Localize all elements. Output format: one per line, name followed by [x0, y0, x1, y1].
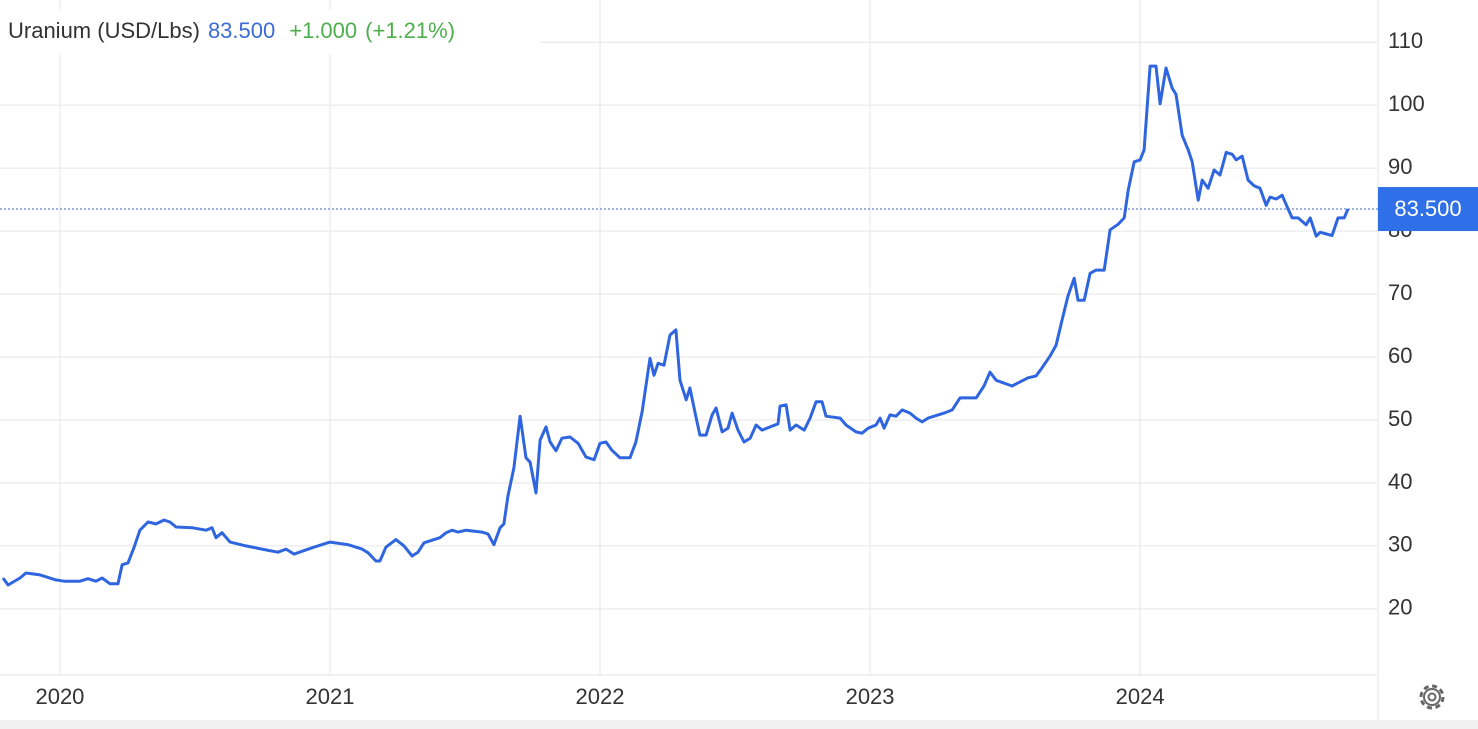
last-value-badge	[1378, 187, 1478, 232]
x-tick-label: 2023	[846, 684, 895, 709]
change: +1.000	[289, 18, 357, 43]
change-pct: (+1.21%)	[365, 18, 455, 43]
x-tick-label: 2024	[1116, 684, 1165, 709]
settings-icon[interactable]	[1419, 684, 1445, 710]
bottom-strip	[0, 720, 1478, 729]
y-tick-label: 90	[1388, 154, 1412, 179]
chart-title: Uranium (USD/Lbs) 83.500 +1.000 (+1.21%)	[8, 18, 455, 43]
x-tick-label: 2022	[576, 684, 625, 709]
gear-body	[1423, 688, 1441, 706]
y-tick-label: 70	[1388, 280, 1412, 305]
gear-teeth	[1419, 684, 1445, 710]
gear-hub	[1427, 692, 1437, 702]
y-tick-label: 110	[1388, 28, 1423, 53]
series-line	[1, 64, 1350, 587]
grid	[0, 0, 1378, 675]
plot	[0, 64, 1378, 587]
x-tick-label: 2020	[35, 684, 84, 709]
price: 83.500	[208, 18, 275, 43]
y-tick-label: 20	[1388, 595, 1412, 620]
header-bg	[0, 10, 540, 54]
x-tick-label: 2021	[306, 684, 355, 709]
y-tick-label: 50	[1388, 406, 1412, 431]
y-tick-label: 40	[1388, 469, 1412, 494]
last-value-label: 83.500	[1394, 196, 1461, 221]
title: Uranium (USD/Lbs)	[8, 18, 200, 43]
y-tick-label: 30	[1388, 532, 1412, 557]
y-tick-label: 60	[1388, 343, 1412, 368]
y-tick-label: 100	[1388, 91, 1425, 116]
